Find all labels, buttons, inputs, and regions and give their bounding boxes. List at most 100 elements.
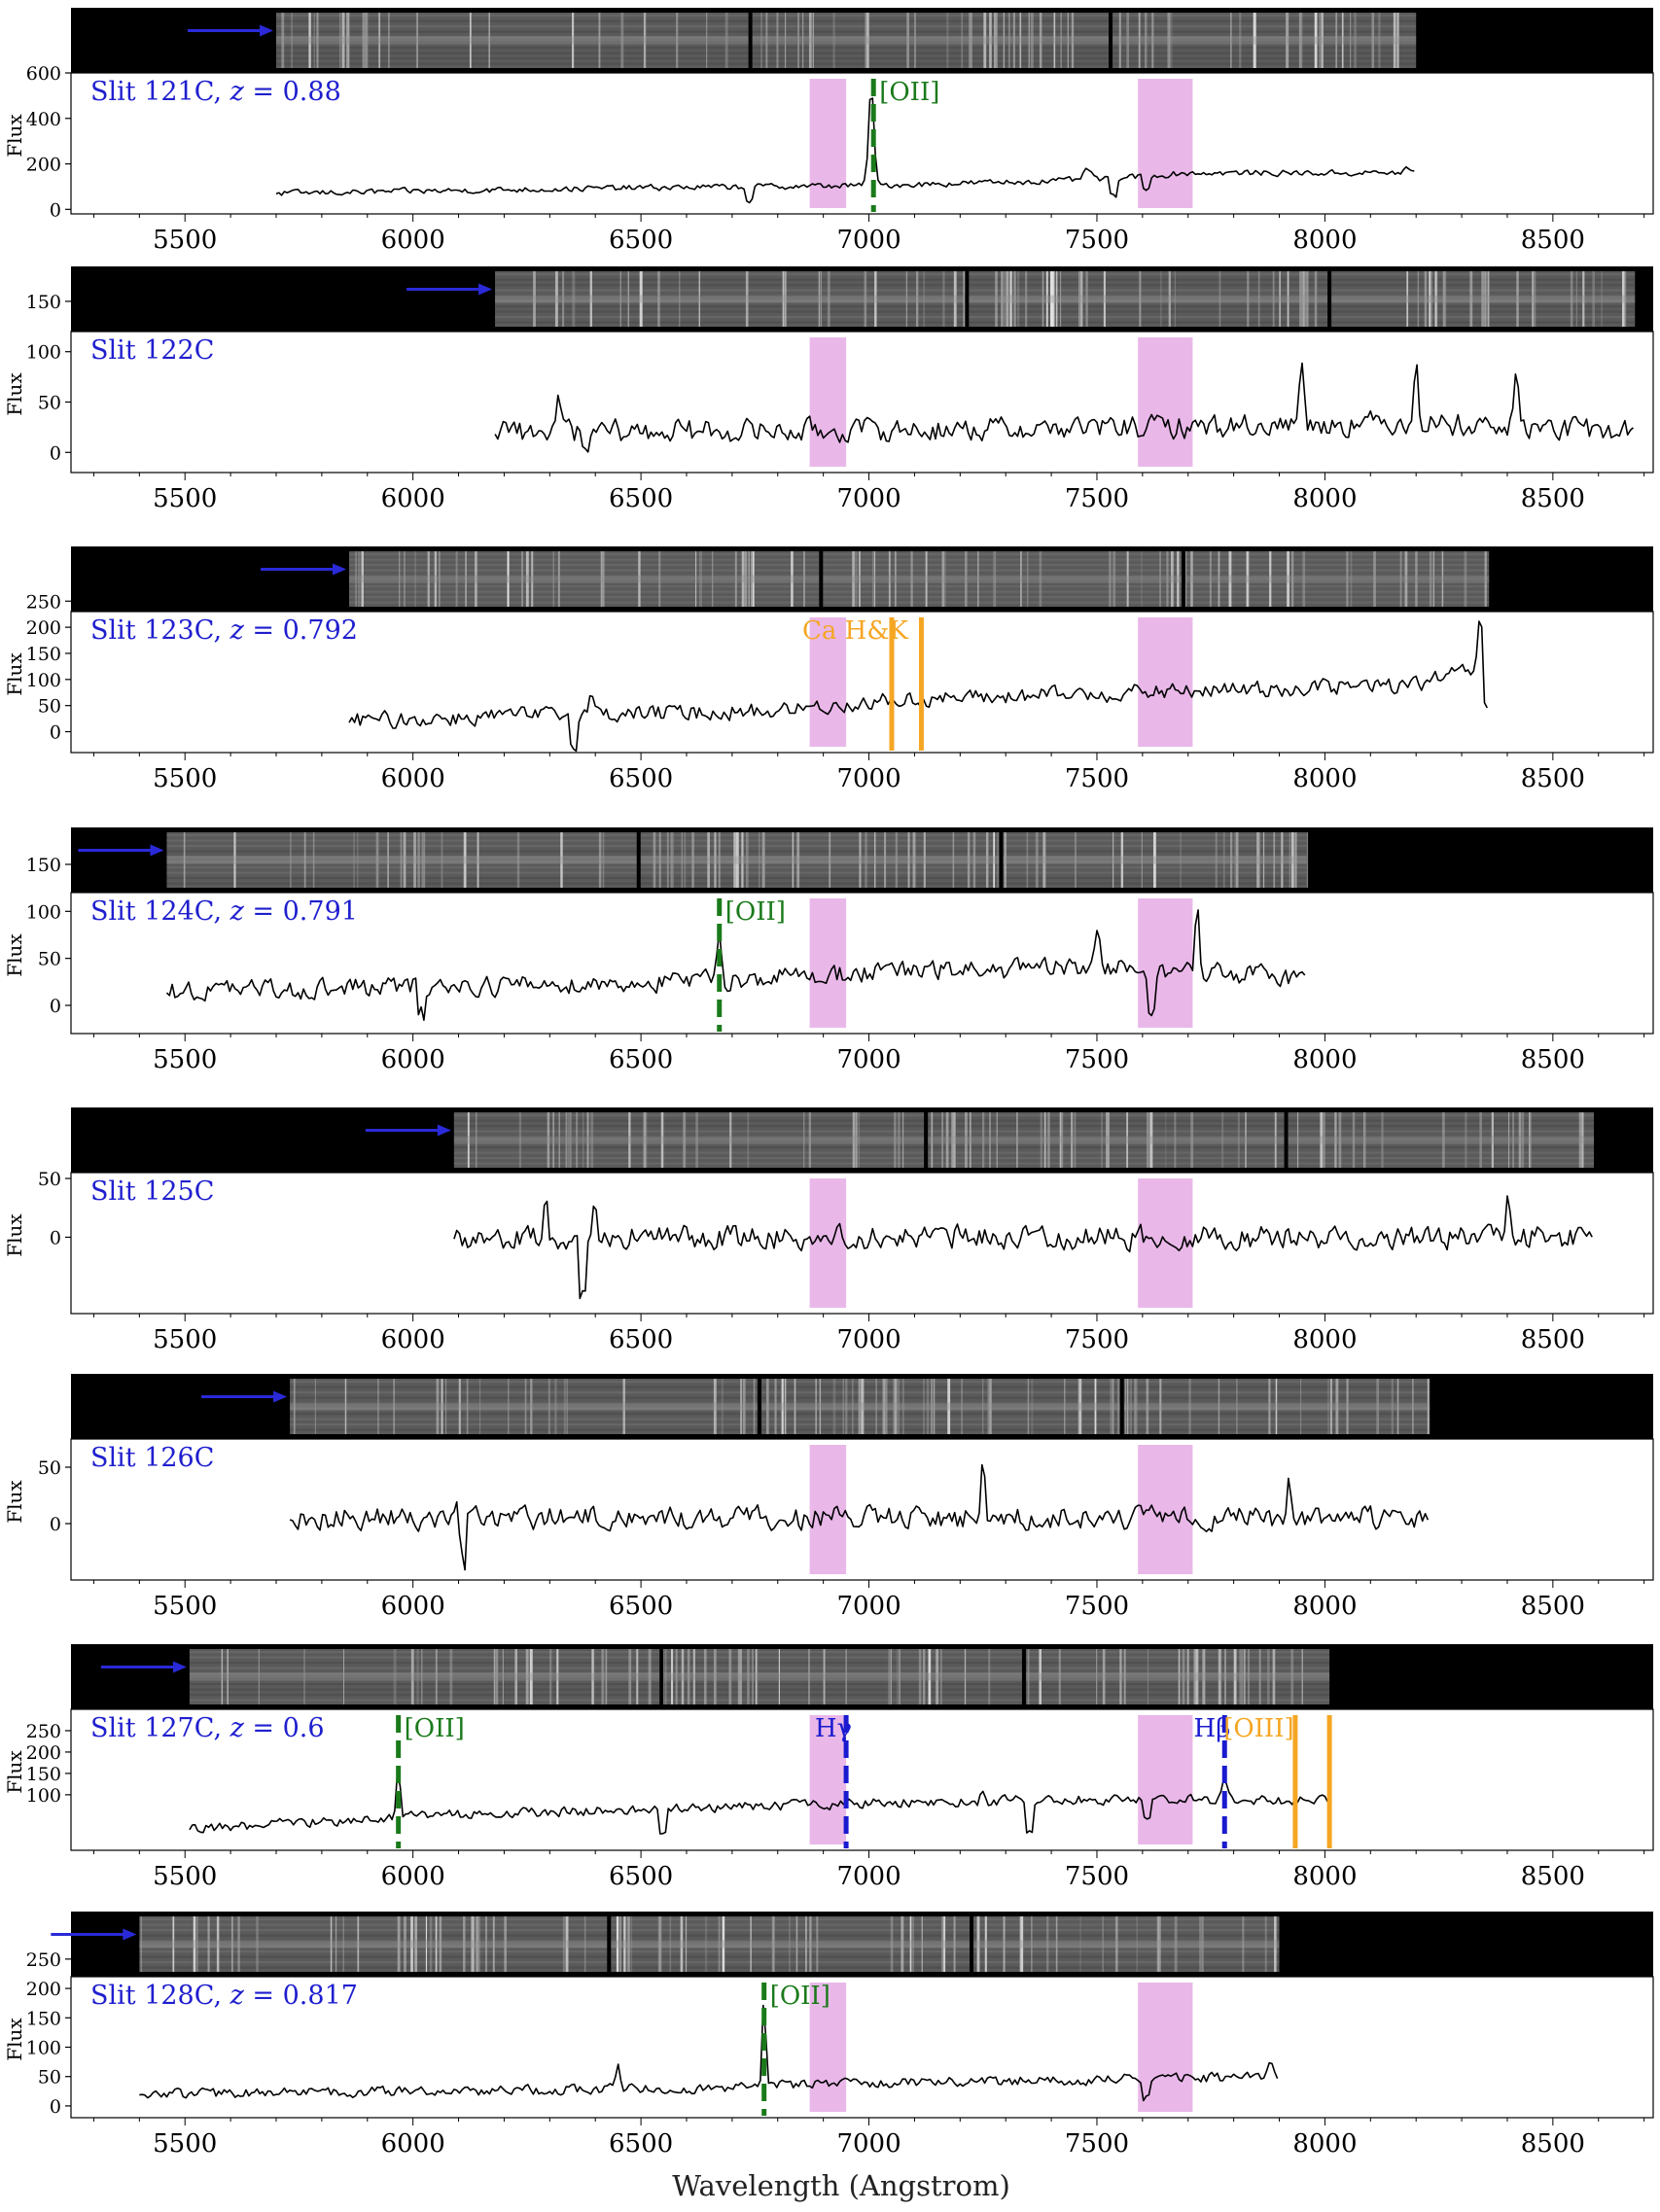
slit-image-trace	[189, 1672, 1330, 1681]
slit-image-skyline	[740, 1379, 743, 1434]
slit-image-skyline	[477, 1916, 480, 1972]
y-tick-label: 150	[26, 855, 61, 876]
slit-image-skyline	[1139, 271, 1142, 327]
slit-image-skyline	[744, 551, 748, 607]
slit-image-skyline	[1581, 1112, 1584, 1168]
slit-image-skyline	[1301, 271, 1305, 327]
slit-image-skyline	[508, 1379, 510, 1434]
slit-image-skyline	[1335, 1379, 1339, 1434]
slit-image-skyline	[1320, 1112, 1324, 1168]
slit-image-skyline	[1287, 271, 1289, 327]
slit-image-skyline	[1110, 1379, 1113, 1434]
slit-image-skyline	[547, 1379, 550, 1434]
x-tick-label: 5500	[153, 1045, 217, 1074]
slit-image-skyline	[721, 1379, 724, 1434]
slit-image-skyline	[619, 271, 621, 327]
slit-image-skyline	[794, 1379, 796, 1434]
x-tick-label: 7500	[1065, 1592, 1129, 1621]
slit-image-skyline	[1168, 271, 1171, 327]
slit-image-skyline	[425, 1916, 428, 1972]
x-tick-label: 5500	[153, 1862, 217, 1891]
y-tick-label: 200	[26, 1979, 61, 2000]
spectrum-panel-1: [OII] Slit 121C, z = 0.88 0 200 400 600 Flux 55…	[3, 8, 1654, 255]
slit-image-trace	[290, 1402, 1430, 1411]
x-tick-label: 8500	[1521, 226, 1585, 255]
slit-image-skyline	[619, 1916, 622, 1972]
slit-image-skyline	[1350, 551, 1353, 607]
slit-image-skyline	[795, 1916, 798, 1972]
slit-image-skyline	[342, 1916, 344, 1972]
spectrum-panel-7: [OII] Hγ Hβ[OIII]Slit 127C, z = 0.61001502…	[3, 1644, 1654, 1891]
slit-image-row	[275, 15, 1417, 18]
slit-image-trace	[495, 295, 1636, 303]
slit-image-row	[495, 278, 1636, 281]
slit-image-skyline	[1003, 13, 1006, 68]
slit-image-skyline	[1534, 271, 1536, 327]
slit-image-skyline	[1043, 1112, 1046, 1168]
slit-image-skyline	[1001, 271, 1004, 327]
x-tick-label: 8500	[1521, 484, 1585, 513]
slit-image-skyline	[1019, 13, 1022, 68]
slit-image-skyline	[778, 1649, 780, 1704]
slit-image-skyline	[1120, 832, 1124, 888]
slit-image-skyline	[969, 13, 971, 68]
y-tick-label: 100	[26, 670, 61, 691]
x-tick-label: 6500	[609, 1862, 673, 1891]
slit-image-skyline	[1329, 1379, 1332, 1434]
slit-image-skyline	[963, 271, 966, 327]
slit-image-row	[189, 1651, 1330, 1654]
slit-image-skyline	[346, 13, 348, 68]
slit-image-skyline	[1230, 832, 1233, 888]
slit-image-skyline	[1321, 13, 1324, 68]
slit-image-skyline	[1171, 13, 1173, 68]
slit-image-skyline	[695, 1112, 698, 1168]
slit-image-skyline	[684, 832, 687, 888]
slit-image-skyline	[1126, 551, 1129, 607]
slit-image-skyline	[1257, 271, 1260, 327]
slit-image-skyline	[1275, 1379, 1278, 1434]
slit-image-skyline	[797, 13, 799, 68]
slit-label: Slit 124C, z = 0.791	[90, 896, 358, 927]
slit-image-skyline	[1049, 271, 1052, 327]
slit-image-skyline	[601, 1649, 603, 1704]
slit-image-row	[453, 1157, 1595, 1160]
slit-image-skyline	[237, 1916, 240, 1972]
slit-image-skyline	[357, 1916, 360, 1972]
slit-image-skyline	[1031, 1916, 1033, 1972]
slit-image-skyline	[436, 1379, 440, 1434]
slit-image-skyline	[303, 1649, 305, 1704]
x-tick-label: 6500	[609, 764, 673, 793]
slit-image-skyline	[866, 13, 869, 68]
telluric-band	[809, 1715, 847, 1844]
slit-image-skyline	[1301, 1649, 1303, 1704]
slit-image-skyline	[1187, 1649, 1189, 1704]
slit-image-skyline	[560, 832, 563, 888]
slit-image-chip-gap	[1182, 549, 1186, 609]
slit-image-skyline	[940, 1649, 942, 1704]
slit-image-skyline	[572, 13, 575, 68]
slit-image-skyline	[815, 1379, 817, 1434]
slit-image-skyline	[997, 832, 999, 888]
slit-image-skyline	[1246, 551, 1249, 607]
slit-image-skyline	[435, 1649, 438, 1704]
x-axis-label: Wavelength (Angstrom)	[672, 2169, 1010, 2202]
slit-image-skyline	[458, 1379, 461, 1434]
slit-image-skyline	[829, 832, 831, 888]
slit-image-skyline	[572, 271, 576, 327]
slit-image-skyline	[1575, 271, 1578, 327]
x-tick-label: 8500	[1521, 1045, 1585, 1074]
slit-image-skyline	[1199, 1916, 1201, 1972]
slit-image-skyline	[890, 1649, 892, 1704]
slit-image-skyline	[484, 1916, 488, 1972]
slit-image-skyline	[1169, 13, 1171, 68]
slit-arrow-head	[333, 563, 347, 576]
slit-image-row	[495, 295, 1636, 298]
slit-image-skyline	[293, 1379, 296, 1434]
slit-image-skyline	[852, 1112, 856, 1168]
slit-image-skyline	[803, 551, 805, 607]
slit-image-skyline	[961, 13, 964, 68]
slit-image-skyline	[852, 551, 855, 607]
slit-image-skyline	[1432, 551, 1435, 607]
slit-image-row	[495, 305, 1636, 308]
slit-image-skyline	[1441, 551, 1444, 607]
